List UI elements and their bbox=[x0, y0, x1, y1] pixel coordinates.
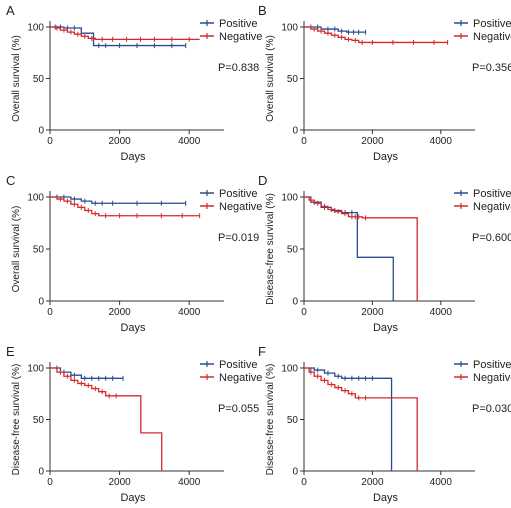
km-curve-negative bbox=[304, 367, 418, 471]
panel-d: D 0 50 100 0 2000 4000 Days Disease-free surviva… bbox=[258, 173, 511, 334]
km-curve-negative bbox=[50, 196, 200, 217]
x-tick-label: 0 bbox=[47, 136, 53, 147]
y-tick-label: 50 bbox=[33, 415, 45, 426]
y-axis-label: Disease-free survival (%) bbox=[11, 364, 22, 476]
km-curve-negative bbox=[50, 26, 200, 41]
panel-label: D bbox=[258, 173, 267, 188]
y-tick-label: 50 bbox=[287, 74, 299, 85]
y-axis-label: Disease-free survival (%) bbox=[265, 364, 276, 476]
km-curve-negative bbox=[304, 196, 418, 301]
x-tick-label: 2000 bbox=[361, 307, 384, 318]
y-tick-label: 50 bbox=[287, 245, 299, 256]
x-tick-label: 4000 bbox=[178, 477, 201, 488]
x-tick-label: 0 bbox=[301, 136, 307, 147]
y-tick-label: 0 bbox=[38, 467, 44, 478]
y-axis-label: Overall survival (%) bbox=[11, 35, 22, 122]
y-tick-label: 50 bbox=[33, 74, 45, 85]
x-tick-label: 2000 bbox=[108, 477, 131, 488]
y-tick-label: 0 bbox=[38, 126, 44, 137]
x-tick-label: 2000 bbox=[108, 136, 131, 147]
legend-label-positive: Positive bbox=[219, 359, 258, 371]
x-tick-label: 4000 bbox=[430, 307, 453, 318]
y-tick-label: 50 bbox=[33, 245, 45, 256]
p-value-annotation: P=0.600 bbox=[472, 232, 511, 244]
x-axis-label: Days bbox=[120, 151, 146, 163]
x-tick-label: 4000 bbox=[178, 136, 201, 147]
p-value-annotation: P=0.055 bbox=[218, 403, 259, 415]
panel-a: A 0 50 100 0 2000 4000 Days Overall survival (%)… bbox=[6, 3, 262, 163]
km-curve-positive bbox=[50, 196, 186, 204]
panel-f: F 0 50 100 0 2000 4000 Days Disease-free surviva… bbox=[258, 344, 511, 504]
km-curve-positive bbox=[304, 196, 394, 301]
y-axis-label: Overall survival (%) bbox=[265, 35, 276, 122]
x-axis-label: Days bbox=[373, 151, 399, 163]
x-tick-label: 0 bbox=[301, 477, 307, 488]
y-tick-label: 50 bbox=[287, 415, 299, 426]
panel-label: A bbox=[6, 3, 15, 18]
p-value-annotation: P=0.356 bbox=[472, 62, 511, 74]
x-tick-label: 2000 bbox=[361, 477, 384, 488]
y-tick-label: 100 bbox=[281, 364, 298, 375]
panel-e: E 0 50 100 0 2000 4000 Days Disease-free surviva… bbox=[6, 344, 262, 504]
panel-label: E bbox=[6, 344, 15, 359]
x-tick-label: 2000 bbox=[108, 307, 131, 318]
panel-label: C bbox=[6, 173, 15, 188]
x-tick-label: 4000 bbox=[430, 477, 453, 488]
km-curve-positive bbox=[50, 26, 186, 47]
legend-label-negative: Negative bbox=[473, 201, 511, 213]
y-tick-label: 100 bbox=[27, 23, 44, 34]
legend-label-negative: Negative bbox=[219, 31, 262, 43]
panel-label: F bbox=[258, 344, 266, 359]
legend-label-positive: Positive bbox=[219, 188, 258, 200]
legend-label-negative: Negative bbox=[473, 372, 511, 384]
km-curve-positive bbox=[50, 367, 124, 379]
y-tick-label: 100 bbox=[281, 23, 298, 34]
legend-label-negative: Negative bbox=[473, 31, 511, 43]
x-tick-label: 0 bbox=[47, 477, 53, 488]
panel-label: B bbox=[258, 3, 267, 18]
legend-label-positive: Positive bbox=[473, 359, 511, 371]
y-tick-label: 0 bbox=[38, 297, 44, 308]
x-tick-label: 4000 bbox=[178, 307, 201, 318]
legend-label-positive: Positive bbox=[219, 18, 258, 30]
x-tick-label: 0 bbox=[301, 307, 307, 318]
x-axis-label: Days bbox=[120, 322, 146, 334]
km-curve-negative bbox=[50, 367, 163, 471]
y-tick-label: 0 bbox=[292, 467, 298, 478]
legend-label-positive: Positive bbox=[473, 188, 511, 200]
panel-c: C 0 50 100 0 2000 4000 Days Overall survival (%)… bbox=[6, 173, 262, 334]
p-value-annotation: P=0.838 bbox=[218, 62, 259, 74]
p-value-annotation: P=0.019 bbox=[218, 232, 259, 244]
km-curve-positive bbox=[304, 26, 366, 33]
x-tick-label: 4000 bbox=[430, 136, 453, 147]
x-tick-label: 0 bbox=[47, 307, 53, 318]
y-tick-label: 100 bbox=[27, 364, 44, 375]
panel-b: B 0 50 100 0 2000 4000 Days Overall survival (%)… bbox=[258, 3, 511, 163]
y-tick-label: 0 bbox=[292, 126, 298, 137]
x-tick-label: 2000 bbox=[361, 136, 384, 147]
legend-label-negative: Negative bbox=[219, 201, 262, 213]
p-value-annotation: P=0.030 bbox=[472, 403, 511, 415]
x-axis-label: Days bbox=[120, 492, 146, 504]
y-axis-label: Disease-free survival (%) bbox=[265, 193, 276, 305]
x-axis-label: Days bbox=[373, 322, 399, 334]
y-tick-label: 100 bbox=[27, 193, 44, 204]
x-axis-label: Days bbox=[373, 492, 399, 504]
km-curve-positive bbox=[304, 367, 393, 471]
y-tick-label: 0 bbox=[292, 297, 298, 308]
legend-label-positive: Positive bbox=[473, 18, 511, 30]
legend-label-negative: Negative bbox=[219, 372, 262, 384]
y-tick-label: 100 bbox=[281, 193, 298, 204]
y-axis-label: Overall survival (%) bbox=[11, 206, 22, 293]
